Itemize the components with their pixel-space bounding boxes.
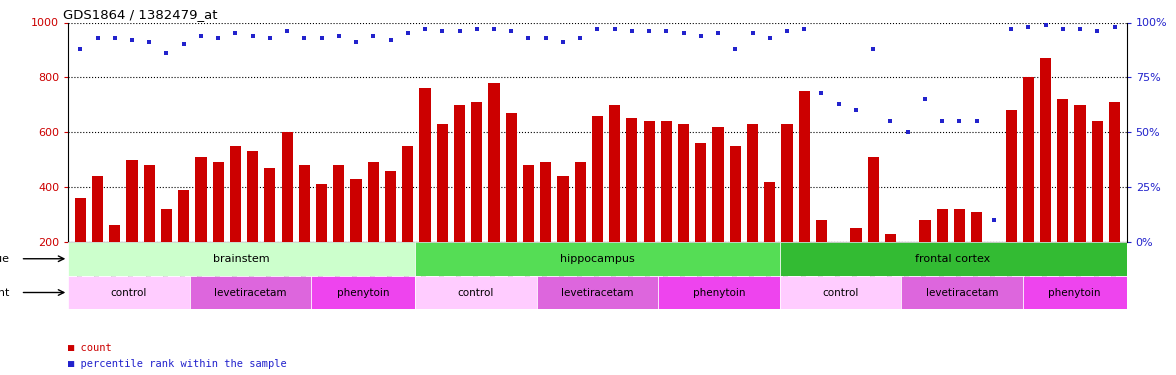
Bar — [1075, 105, 1085, 242]
Text: agent: agent — [0, 288, 11, 297]
Bar — [299, 165, 310, 242]
Bar — [415, 242, 780, 276]
Bar — [189, 276, 312, 309]
Bar — [68, 242, 415, 276]
Bar — [281, 132, 293, 242]
Bar — [415, 276, 536, 309]
Bar — [126, 160, 138, 242]
Bar — [161, 209, 172, 242]
Bar — [713, 127, 723, 242]
Bar — [747, 124, 759, 242]
Bar — [971, 212, 982, 242]
Bar — [368, 162, 379, 242]
Bar — [643, 121, 655, 242]
Bar — [868, 157, 878, 242]
Bar — [312, 276, 415, 309]
Bar — [902, 242, 914, 244]
Bar — [195, 157, 207, 242]
Bar — [661, 121, 671, 242]
Bar — [816, 220, 827, 242]
Text: ■ percentile rank within the sample: ■ percentile rank within the sample — [68, 359, 287, 369]
Text: control: control — [822, 288, 858, 297]
Text: brainstem: brainstem — [213, 254, 270, 264]
Bar — [68, 276, 189, 309]
Bar — [1022, 276, 1127, 309]
Bar — [557, 176, 568, 242]
Bar — [536, 276, 659, 309]
Bar — [178, 190, 189, 242]
Bar — [833, 242, 844, 250]
Bar — [780, 276, 901, 309]
Bar — [523, 165, 534, 242]
Bar — [764, 182, 775, 242]
Bar — [265, 168, 275, 242]
Text: control: control — [111, 288, 147, 297]
Text: levetiracetam: levetiracetam — [561, 288, 634, 297]
Text: levetiracetam: levetiracetam — [214, 288, 287, 297]
Text: GDS1864 / 1382479_at: GDS1864 / 1382479_at — [62, 8, 218, 21]
Text: ■ count: ■ count — [68, 343, 112, 353]
Bar — [679, 124, 689, 242]
Bar — [1109, 102, 1121, 242]
Text: control: control — [457, 288, 494, 297]
Bar — [385, 171, 396, 242]
Bar — [350, 179, 362, 242]
Bar — [799, 91, 810, 242]
Text: phenytoin: phenytoin — [693, 288, 746, 297]
Text: levetiracetam: levetiracetam — [926, 288, 998, 297]
Bar — [780, 242, 1127, 276]
Text: frontal cortex: frontal cortex — [915, 254, 990, 264]
Bar — [506, 113, 516, 242]
Bar — [901, 276, 1022, 309]
Bar — [936, 209, 948, 242]
Bar — [920, 220, 930, 242]
Bar — [609, 105, 620, 242]
Bar — [213, 162, 223, 242]
Bar — [1040, 58, 1051, 242]
Text: tissue: tissue — [0, 254, 11, 264]
Bar — [1091, 121, 1103, 242]
Bar — [659, 276, 780, 309]
Bar — [988, 242, 1000, 272]
Bar — [454, 105, 465, 242]
Bar — [488, 83, 500, 242]
Bar — [333, 165, 345, 242]
Text: phenytoin: phenytoin — [1048, 288, 1101, 297]
Bar — [472, 102, 482, 242]
Bar — [627, 118, 637, 242]
Bar — [229, 146, 241, 242]
Bar — [781, 124, 793, 242]
Bar — [143, 165, 155, 242]
Text: phenytoin: phenytoin — [336, 288, 389, 297]
Bar — [74, 198, 86, 242]
Bar — [420, 88, 430, 242]
Text: hippocampus: hippocampus — [560, 254, 635, 264]
Bar — [402, 146, 414, 242]
Bar — [1057, 99, 1069, 242]
Bar — [575, 162, 586, 242]
Bar — [1023, 77, 1034, 242]
Bar — [850, 228, 862, 242]
Bar — [540, 162, 552, 242]
Bar — [729, 146, 741, 242]
Bar — [247, 152, 259, 242]
Bar — [92, 176, 103, 242]
Bar — [109, 225, 120, 242]
Bar — [436, 124, 448, 242]
Bar — [1005, 110, 1017, 242]
Bar — [884, 234, 896, 242]
Bar — [695, 143, 707, 242]
Bar — [954, 209, 965, 242]
Bar — [592, 116, 603, 242]
Bar — [316, 184, 327, 242]
